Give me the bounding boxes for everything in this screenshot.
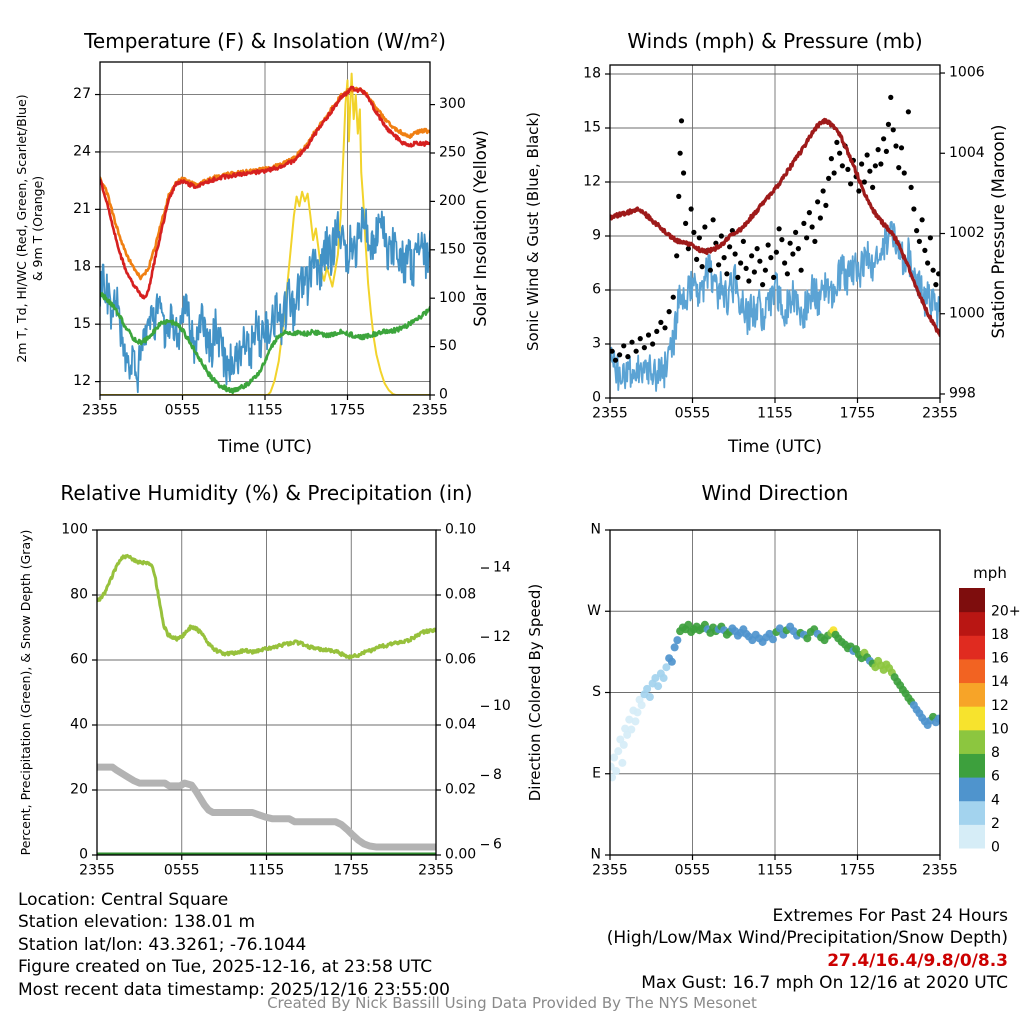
extremes-title: Extremes For Past 24 Hours xyxy=(772,906,1008,926)
humidity-precip-chart xyxy=(0,460,512,905)
max-gust: Max Gust: 16.7 mph On 12/16 at 2020 UTC xyxy=(641,973,1008,994)
station-latlon: Station lat/lon: 43.3261; -76.1044 xyxy=(18,934,307,955)
extremes-info: Extremes For Past 24 Hours (High/Low/Max… xyxy=(607,905,1008,995)
data-timestamp: Most recent data timestamp: 2025/12/16 2… xyxy=(18,979,450,1000)
credit-line: Created By Nick Bassill Using Data Provi… xyxy=(267,994,757,1012)
wind-direction-chart xyxy=(512,460,1024,905)
winds-pressure-chart xyxy=(512,0,1024,460)
station-info: Location: Central Square Station elevati… xyxy=(18,889,450,1001)
station-location: Location: Central Square xyxy=(18,890,229,910)
figure-created: Figure created on Tue, 2025-12-16, at 23… xyxy=(18,957,433,978)
temperature-insolation-chart xyxy=(0,0,512,460)
extremes-subtitle: (High/Low/Max Wind/Precipitation/Snow De… xyxy=(606,928,1008,949)
station-elevation: Station elevation: 138.01 m xyxy=(18,912,256,933)
extremes-values: 27.4/16.4/9.8/0/8.3 xyxy=(827,950,1008,971)
